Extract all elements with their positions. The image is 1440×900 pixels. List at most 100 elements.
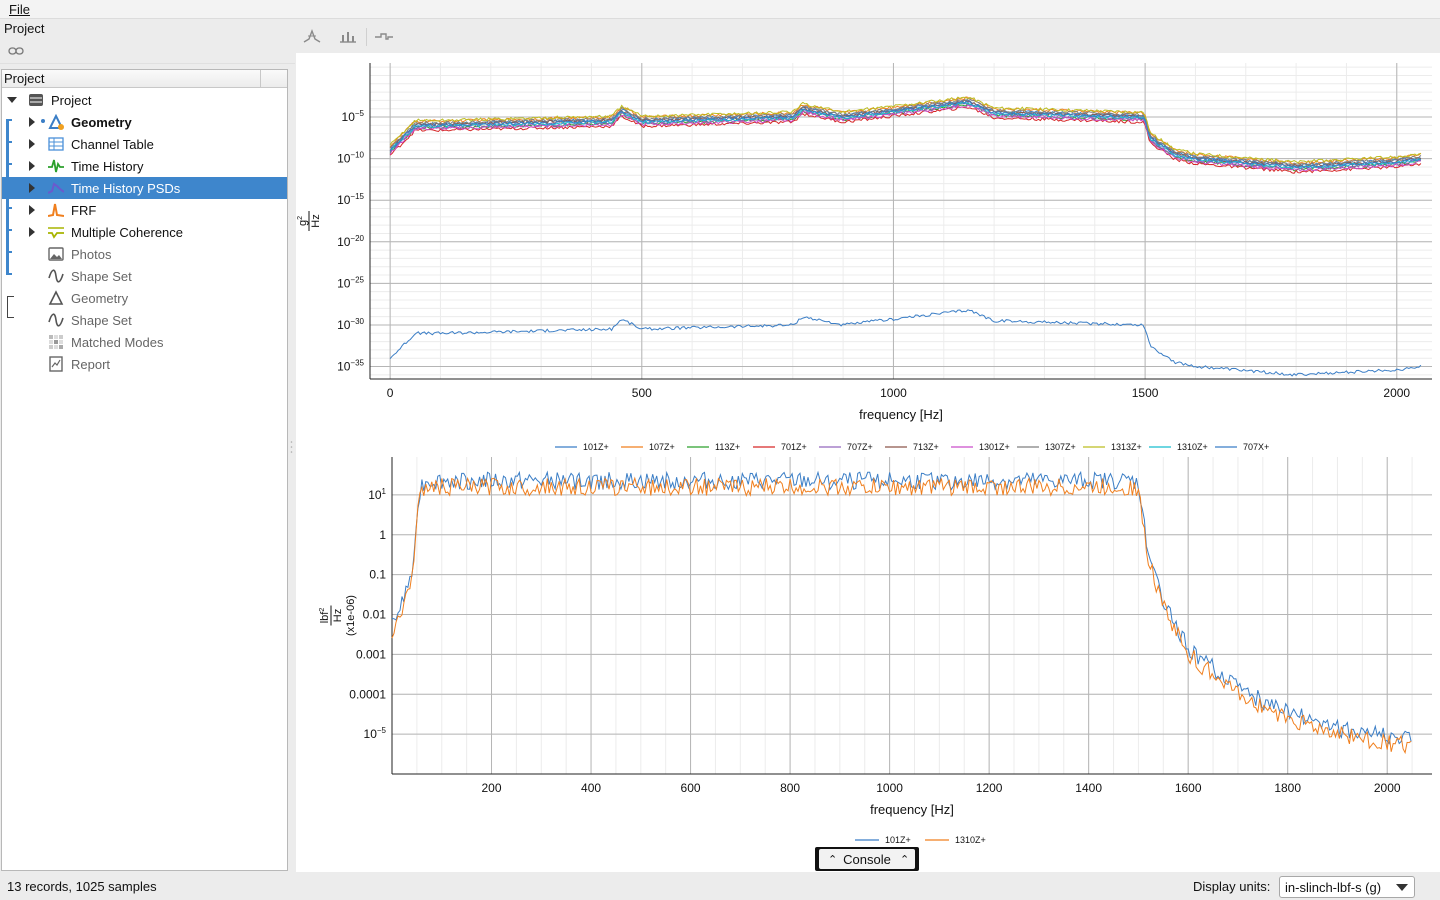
peak-pick-icon[interactable] [302, 27, 322, 45]
tree-item-geometry-2[interactable]: Geometry [2, 287, 287, 309]
group-bracket-tick [6, 119, 12, 121]
tree-item-time-history[interactable]: Time History [2, 155, 287, 177]
tree-item-frf[interactable]: FRF [2, 199, 287, 221]
group-bracket-tick [6, 229, 12, 231]
modified-dot-icon [41, 119, 45, 123]
y-tick-label: 1 [379, 528, 386, 542]
tree-item-label: Photos [71, 247, 112, 262]
bar-chart-icon[interactable] [338, 27, 358, 45]
tree-item-label: Multiple Coherence [71, 225, 184, 240]
y-tick-label: 10−10 [337, 151, 364, 166]
y-axis-label-numerator: lbf2 [319, 608, 331, 624]
status-text: 13 records, 1025 samples [7, 879, 157, 894]
column-divider[interactable] [260, 70, 261, 88]
y-axis-label: g2 Hz [297, 211, 322, 231]
step-icon[interactable] [374, 27, 394, 45]
y-axis-label: lbf2 Hz (x1e-06) [319, 595, 357, 636]
tree-item-label: Time History PSDs [71, 181, 181, 196]
expand-arrow-icon[interactable] [7, 97, 17, 103]
time-history-icon [48, 159, 64, 173]
expand-arrow-icon[interactable] [29, 117, 35, 127]
x-tick-label: 1200 [976, 781, 1003, 795]
caret-up-icon: ⌃ [900, 854, 910, 866]
x-tick-label: 1000 [876, 781, 903, 795]
matched-modes-icon [49, 335, 63, 349]
x-tick-label: 1000 [880, 386, 907, 400]
tree-item-label: Project [51, 93, 92, 108]
plot-area[interactable]: 0 500 1000 1500 2000 10−5 10−10 10−15 10−20 10−25… [296, 53, 1440, 872]
tree-item-report[interactable]: Report [2, 353, 287, 375]
series-line [389, 104, 1421, 172]
table-icon [48, 137, 64, 151]
tree-item-channel-table[interactable]: Channel Table [2, 133, 287, 155]
y-tick-label: 10−25 [337, 275, 364, 290]
x-tick-label: 200 [482, 781, 502, 795]
expand-arrow-icon[interactable] [29, 183, 35, 193]
status-bar: 13 records, 1025 samples Display units: [0, 872, 1440, 900]
geometry-icon [48, 114, 64, 130]
link-icon[interactable] [8, 46, 24, 56]
legend-label: 113Z+ [715, 442, 740, 452]
psd-icon [48, 182, 64, 194]
tree-item-label: Shape Set [71, 269, 132, 284]
tree-item-label: Geometry [71, 115, 132, 130]
tree-item-matched-modes[interactable]: Matched Modes [2, 331, 287, 353]
expand-arrow-icon[interactable] [29, 161, 35, 171]
y-axis-label-denominator: Hz [310, 214, 322, 227]
legend-label: 713Z+ [913, 442, 939, 452]
coherence-icon [48, 227, 64, 239]
legend-label: 707Z+ [847, 442, 873, 452]
tree-item-label: FRF [71, 203, 97, 218]
group-bracket-tick [6, 251, 12, 253]
console-toggle[interactable]: ⌃ Console ⌃ [815, 847, 919, 871]
report-icon [49, 356, 63, 372]
console-toggle-face[interactable]: ⌃ Console ⌃ [819, 849, 915, 869]
chart-canvas[interactable]: 0 500 1000 1500 2000 10−5 10−10 10−15 10−20 10−25… [296, 53, 1440, 872]
tree-item-multiple-coherence[interactable]: Multiple Coherence [2, 221, 287, 243]
menu-file[interactable]: File [9, 2, 30, 17]
display-units-select[interactable]: in-slinch-lbf-s (g) [1279, 876, 1415, 898]
y-tick-label: 10−5 [364, 726, 387, 741]
series-line [389, 96, 1422, 165]
y-tick-label: 10−30 [337, 317, 364, 332]
series-line [389, 96, 1421, 164]
x-tick-label: 1500 [1132, 386, 1159, 400]
chart-2: 200 400 600 800 1000 1200 1400 1600 1800 2000 101 1… [319, 457, 1432, 845]
y-tick-label: 10−35 [337, 359, 364, 374]
y-tick-label: 10−5 [342, 109, 365, 124]
project-panel-title: Project [4, 21, 45, 36]
x-tick-label: 2000 [1374, 781, 1401, 795]
tree-header[interactable]: Project [2, 70, 287, 88]
y-tick-label: 10−15 [337, 192, 364, 207]
y-axis-label-numerator: g2 [297, 216, 309, 226]
y-tick-label: 0.001 [356, 647, 386, 661]
shape-set-icon [48, 269, 64, 283]
tree-item-time-history-psds[interactable]: Time History PSDs [2, 177, 287, 199]
x-tick-label: 500 [632, 386, 652, 400]
tree-item-photos[interactable]: Photos [2, 243, 287, 265]
legend-label: 1307Z+ [1045, 442, 1076, 452]
dropdown-arrow-icon [1396, 884, 1408, 891]
tree-item-shape-set[interactable]: Shape Set [2, 265, 287, 287]
y-tick-label: 10−20 [337, 234, 364, 249]
splitter-handle[interactable] [290, 440, 293, 454]
group-bracket-tick [6, 163, 12, 165]
expand-arrow-icon[interactable] [29, 205, 35, 215]
tree-item-project[interactable]: Project [2, 89, 287, 111]
tree-item-shape-set-2[interactable]: Shape Set [2, 309, 287, 331]
tree-item-geometry[interactable]: Geometry [2, 111, 287, 133]
shape-set-icon [48, 313, 64, 327]
x-tick-label: 400 [581, 781, 601, 795]
x-tick-label: 1600 [1175, 781, 1202, 795]
legend-label: 1310Z+ [955, 835, 986, 845]
y-axis-scale-label: (x1e-06) [345, 595, 357, 636]
caret-up-icon: ⌃ [828, 854, 838, 866]
x-tick-label: 1400 [1075, 781, 1102, 795]
project-tree[interactable]: Project Project Geometry Channel Table [1, 69, 288, 871]
y-tick-label: 0.01 [363, 608, 387, 622]
x-tick-label: 1800 [1274, 781, 1301, 795]
x-axis-label: frequency [Hz] [859, 407, 943, 422]
expand-arrow-icon[interactable] [29, 139, 35, 149]
expand-arrow-icon[interactable] [29, 227, 35, 237]
legend-label: 1310Z+ [1177, 442, 1208, 452]
